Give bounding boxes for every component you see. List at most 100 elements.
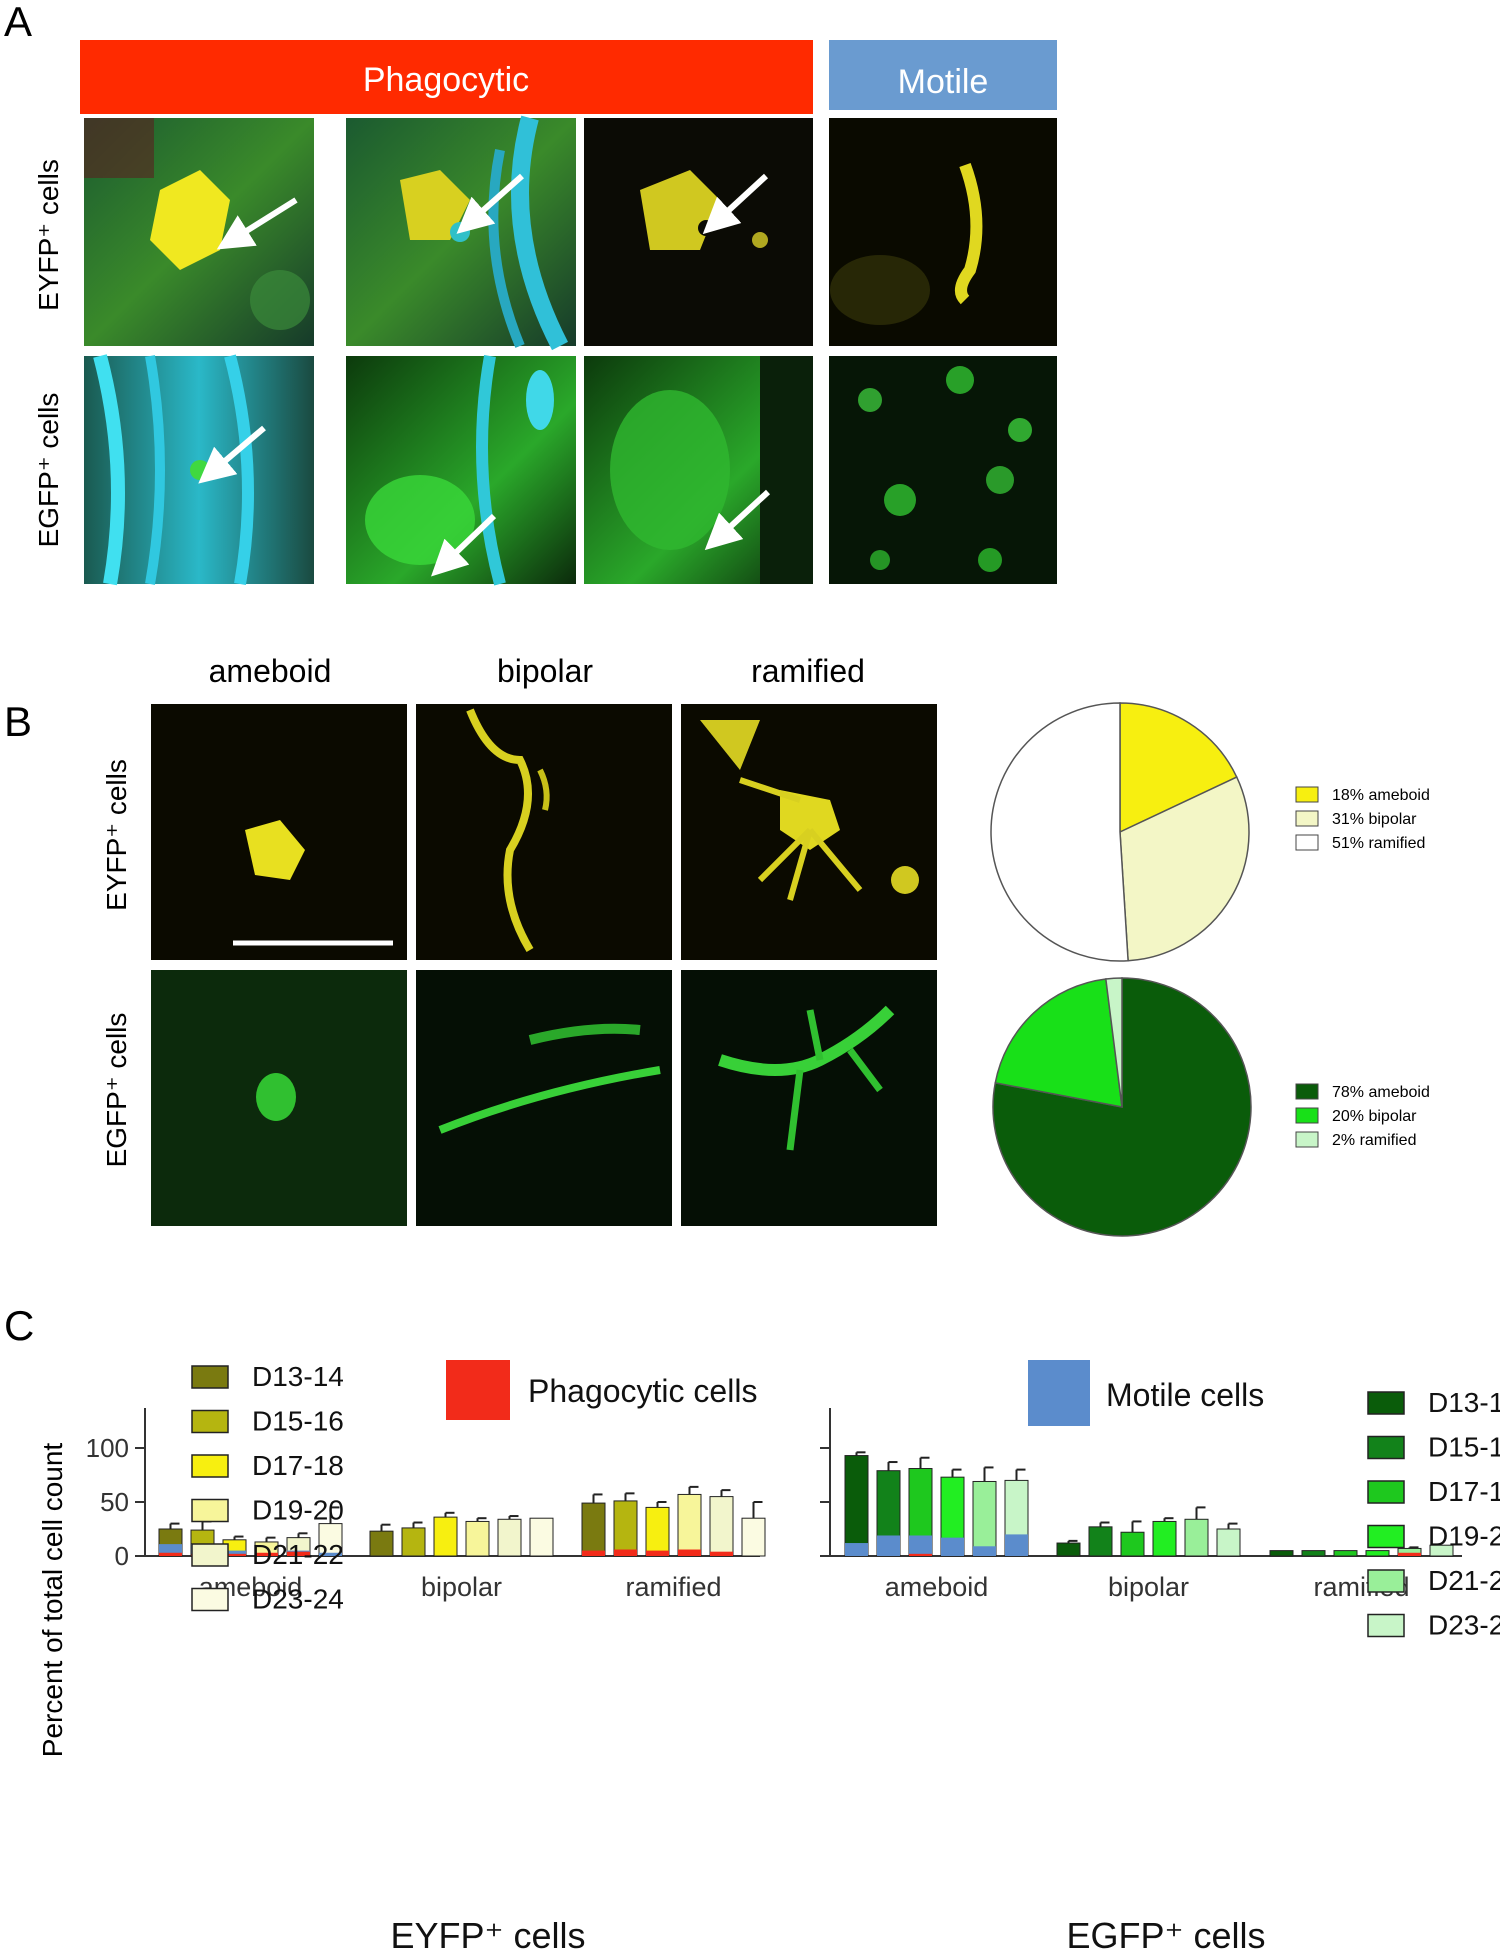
eyfp-chart-title: EYFP⁺ cells (390, 1915, 585, 1953)
eyfp-legend-swatch-D19-20 (191, 1498, 229, 1523)
pie-legend-eyfp: 18% ameboid 31% bipolar 51% ramified (1295, 786, 1430, 852)
eyfp-phagocytic-segment-ramified-D17-18 (646, 1550, 669, 1556)
micrograph-egfp-phagocytic-2 (346, 354, 576, 586)
micrograph-eyfp-ameboid (151, 704, 407, 960)
egfp-legend-label-D15-16: D15-16 (1428, 1432, 1500, 1463)
panel-b-row-label-egfp: EGFP⁺ cells (101, 1013, 132, 1168)
micrograph-eyfp-ramified (681, 704, 937, 960)
egfp-legend-label-D13-14: D13-14 (1428, 1387, 1500, 1418)
egfp-bar-bipolar-D15-16 (1088, 1526, 1113, 1557)
panel-b-letter: B (4, 698, 32, 745)
eyfp-legend-label-D17-18: D17-18 (252, 1450, 344, 1481)
eyfp-bar-bipolar-D15-16 (401, 1527, 426, 1557)
egfp-legend-label-D21-22: D21-22 (1428, 1565, 1500, 1596)
phagocytic-header-label: Phagocytic (363, 61, 529, 99)
pie-egfp-legend-swatch-1 (1295, 1107, 1319, 1124)
eyfp-motile-segment-ameboid-D13-14 (159, 1544, 182, 1556)
pie-legend-egfp: 78% ameboid 20% bipolar 2% ramified (1295, 1083, 1430, 1149)
pie-eyfp-legend-swatch-1 (1295, 810, 1319, 827)
phagocytic-cells-legend-label: Phagocytic cells (528, 1373, 757, 1409)
egfp-bar-ameboid-D21-22 (972, 1480, 997, 1557)
eyfp-phagocytic-segment-ramified-D19-20 (678, 1549, 701, 1556)
micrograph-eyfp-phagocytic-3 (584, 118, 813, 346)
micrograph-egfp-ramified (681, 970, 937, 1226)
pie-eyfp-legend-swatch-0 (1295, 786, 1319, 803)
eyfp-category-label-ramified: ramified (625, 1572, 721, 1602)
egfp-motile-segment-ameboid-D21-22 (973, 1546, 996, 1556)
pie-eyfp-slice-0 (1119, 702, 1238, 834)
eyfp-legend-label-D21-22: D21-22 (252, 1539, 344, 1570)
egfp-motile-segment-ameboid-D19-20 (941, 1537, 964, 1556)
pie-chart-egfp (992, 977, 1252, 1237)
eyfp-y-tick-label-100: 100 (86, 1433, 129, 1463)
egfp-phagocytic-segment-ramified-D21-22 (1398, 1552, 1421, 1556)
eyfp-bar-ramified-D17-18 (645, 1506, 670, 1557)
pie-eyfp-slice-1 (1119, 776, 1250, 962)
egfp-bar-bipolar-D21-22 (1184, 1518, 1209, 1557)
pie-egfp-slice-2 (1104, 977, 1123, 1108)
eyfp-bar-ramified-D19-20 (677, 1493, 702, 1557)
eyfp-bar-bipolar-D21-22 (497, 1518, 522, 1557)
pie-egfp-legend-label-2: 2% ramified (1332, 1132, 1416, 1149)
eyfp-legend-swatch-D21-22 (191, 1543, 229, 1567)
egfp-bar-ameboid-D13-14 (844, 1455, 869, 1557)
egfp-bar-ramified-D15-16 (1301, 1550, 1326, 1557)
eyfp-legend-swatch-D17-18 (191, 1454, 229, 1478)
pie-eyfp-slice-2 (990, 702, 1129, 962)
col-label-bipolar: bipolar (497, 653, 593, 689)
egfp-phagocytic-segment-ameboid-D17-18 (909, 1553, 932, 1556)
eyfp-legend-label-D13-14: D13-14 (252, 1361, 344, 1392)
panel-a-row-label-egfp: EGFP⁺ cells (33, 393, 64, 548)
egfp-legend-swatch-D13-14 (1367, 1391, 1405, 1415)
eyfp-motile-segment-ameboid-D17-18 (223, 1550, 246, 1556)
eyfp-legend-swatch-D13-14 (191, 1365, 229, 1389)
eyfp-phagocytic-segment-ameboid-D21-22 (287, 1551, 310, 1556)
egfp-bar-ramified-D23-24 (1429, 1544, 1454, 1557)
eyfp-legend-label-D23-24: D23-24 (252, 1584, 344, 1615)
eyfp-motile-segment-ameboid-D23-24 (319, 1552, 342, 1556)
egfp-bar-ramified-D13-14 (1269, 1550, 1294, 1557)
eyfp-legend-swatch-D15-16 (191, 1409, 229, 1434)
micrograph-eyfp-bipolar (416, 704, 672, 960)
egfp-legend-swatch-D19-20 (1367, 1524, 1405, 1549)
phagocytic-cells-legend-swatch (446, 1360, 510, 1420)
egfp-motile-segment-ameboid-D13-14 (845, 1543, 868, 1556)
eyfp-legend-swatch-D23-24 (191, 1587, 229, 1612)
micrograph-egfp-motile (829, 356, 1057, 584)
egfp-legend-swatch-D23-24 (1367, 1613, 1405, 1638)
eyfp-phagocytic-segment-ramified-D13-14 (582, 1550, 605, 1556)
pie-eyfp-legend-label-0: 18% ameboid (1332, 787, 1430, 804)
eyfp-bar-bipolar-D23-24 (529, 1517, 554, 1557)
y-axis-label: Percent of total cell count (37, 1443, 68, 1758)
eyfp-phagocytic-segment-ramified-D21-22 (710, 1551, 733, 1556)
motile-cells-legend-label: Motile cells (1106, 1377, 1264, 1413)
eyfp-bar-bipolar-D17-18 (433, 1516, 458, 1557)
egfp-legend-swatch-D15-16 (1367, 1435, 1405, 1460)
egfp-category-label-ameboid: ameboid (885, 1572, 989, 1602)
pie-eyfp-legend-swatch-2 (1295, 834, 1319, 851)
pie-egfp-slice-1 (994, 978, 1123, 1108)
col-label-ameboid: ameboid (209, 653, 332, 689)
panel-a-row-label-eyfp: EYFP⁺ cells (33, 159, 64, 311)
egfp-legend-label-D23-24: D23-24 (1428, 1610, 1500, 1641)
egfp-bar-bipolar-D13-14 (1056, 1542, 1081, 1557)
pie-chart-eyfp (990, 702, 1250, 962)
eyfp-bar-ramified-D15-16 (613, 1500, 638, 1557)
egfp-chart-title: EGFP⁺ cells (1066, 1915, 1265, 1953)
egfp-bar-ramified-D17-18 (1333, 1550, 1358, 1557)
eyfp-phagocytic-segment-ameboid-D19-20 (255, 1552, 278, 1556)
egfp-category-label-bipolar: bipolar (1108, 1572, 1189, 1602)
eyfp-phagocytic-segment-ameboid-D17-18 (223, 1553, 246, 1556)
eyfp-bar-bipolar-D19-20 (465, 1520, 490, 1557)
micrograph-eyfp-motile (829, 118, 1057, 346)
eyfp-legend-label-D19-20: D19-20 (252, 1495, 344, 1526)
motile-cells-legend-swatch (1028, 1360, 1090, 1426)
motile-header-label: Motile (898, 63, 989, 101)
eyfp-phagocytic-segment-ramified-D15-16 (614, 1549, 637, 1556)
eyfp-legend-label-D15-16: D15-16 (252, 1406, 344, 1437)
eyfp-bar-bipolar-D13-14 (369, 1530, 394, 1557)
egfp-bar-bipolar-D17-18 (1120, 1531, 1145, 1557)
egfp-bar-bipolar-D19-20 (1152, 1520, 1177, 1557)
